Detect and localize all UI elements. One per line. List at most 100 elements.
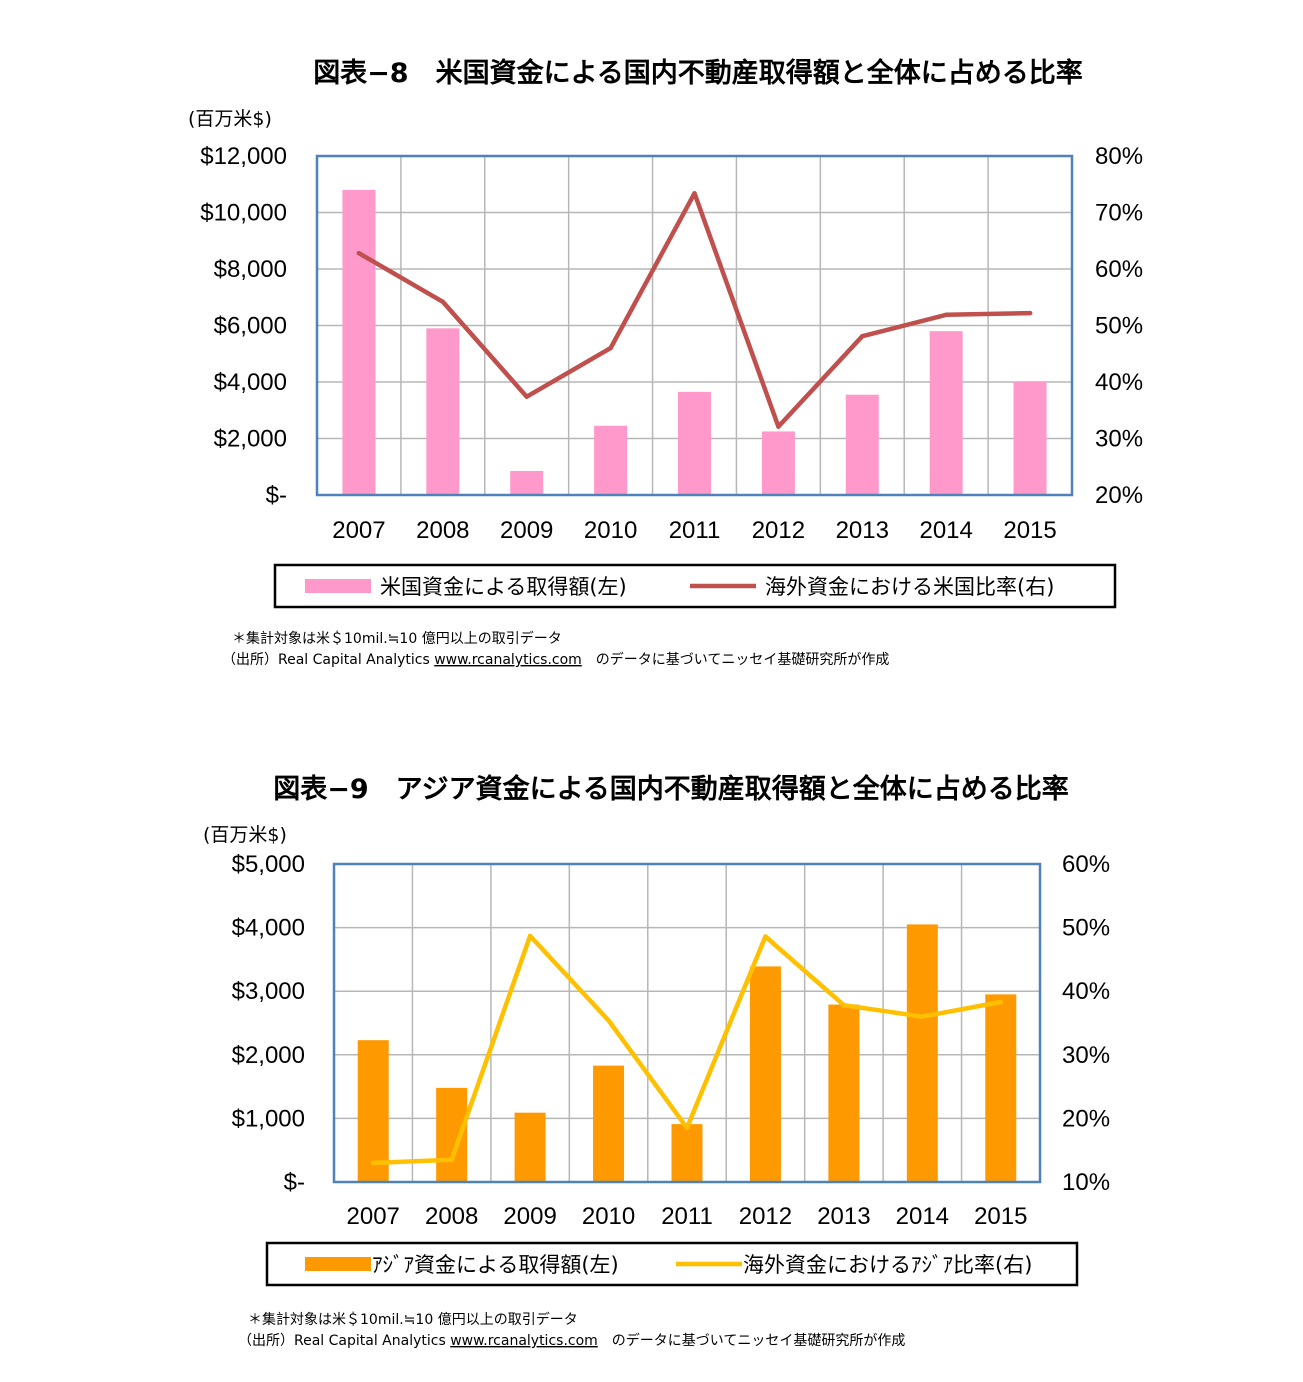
line-point	[606, 1018, 611, 1023]
line-point	[841, 1002, 847, 1008]
y-axis-unit-label: (百万米$)	[188, 108, 272, 130]
bar	[510, 470, 544, 495]
source-link[interactable]: www.rcanalytics.com	[434, 652, 582, 668]
plot-border	[332, 862, 1042, 1184]
y-right-tick-label: 70%	[1095, 200, 1143, 227]
y-right-tick-label: 20%	[1062, 1105, 1110, 1132]
x-tick-label: 2009	[503, 1203, 556, 1230]
line-point	[440, 299, 446, 304]
y-left-tick-label: $3,000	[232, 978, 305, 1005]
source-prefix: （出所）Real Capital Analytics	[238, 1333, 450, 1349]
line-point	[524, 394, 529, 399]
y-axis-unit-label: (百万米$)	[203, 824, 287, 846]
legend-label: 米国資金による取得額(左)	[380, 575, 627, 599]
line-point	[356, 250, 362, 256]
bar	[678, 391, 711, 495]
y-right-tick-label: 80%	[1095, 143, 1143, 170]
y-right-tick-label: 20%	[1095, 482, 1143, 509]
y-left-tick-label: $2,000	[232, 1042, 305, 1069]
line-point	[998, 999, 1003, 1005]
source-link[interactable]: www.rcanalytics.com	[450, 1333, 598, 1349]
chart-title: 図表−9 アジア資金による国内不動産取得額と全体に占める比率	[273, 773, 1069, 805]
source-suffix: のデータに基づいてニッセイ基礎研究所が作成	[598, 1332, 906, 1349]
x-tick-label: 2015	[1003, 517, 1056, 544]
y-left-tick-label: $8,000	[214, 256, 287, 283]
y-left-tick-label: $5,000	[232, 851, 305, 878]
source-prefix: （出所）Real Capital Analytics	[222, 652, 434, 668]
bar	[671, 1124, 703, 1182]
x-tick-label: 2014	[919, 517, 972, 544]
legend: 米国資金による取得額(左) 海外資金における米国比率(右)	[273, 563, 1117, 609]
line-point	[776, 424, 781, 429]
bar	[342, 189, 376, 495]
y-left-tick-label: $12,000	[200, 143, 287, 170]
y-right-tick-label: 50%	[1062, 915, 1110, 942]
bar	[594, 425, 628, 495]
line-point	[1027, 310, 1033, 316]
bar	[929, 331, 963, 495]
line-point	[371, 1160, 376, 1166]
note-text: ＊集計対象は米＄10mil.≒10 億円以上の取引データ	[248, 1311, 578, 1328]
x-tick-label: 2011	[661, 1203, 713, 1230]
plot-border	[315, 154, 1074, 497]
x-tick-label: 2015	[974, 1203, 1027, 1230]
legend: ｱｼﾞｱ資金による取得額(左) 海外資金におけるｱｼﾞｱ比率(右)	[265, 1241, 1079, 1287]
chart-2: 図表−9 アジア資金による国内不動産取得額と全体に占める比率 (百万米$) $- $1…	[203, 773, 1110, 1349]
bar	[1013, 382, 1047, 495]
x-tick-label: 2013	[817, 1203, 870, 1230]
source-text: （出所）Real Capital Analytics www.rcanalyti…	[222, 651, 889, 668]
line-point	[943, 312, 949, 317]
x-tick-label: 2010	[584, 517, 637, 544]
x-tick-label: 2012	[739, 1203, 792, 1230]
legend-label: 海外資金における米国比率(右)	[765, 575, 1054, 599]
line-point	[449, 1157, 454, 1162]
line-point	[860, 334, 865, 339]
line-point	[684, 1125, 690, 1131]
x-tick-label: 2008	[416, 517, 469, 544]
legend-box	[265, 1241, 1079, 1287]
bar	[514, 1112, 546, 1182]
y-left-tick-label: $6,000	[214, 313, 287, 340]
legend-swatch-bar	[305, 579, 371, 593]
chart-title: 図表−8 米国資金による国内不動産取得額と全体に占める比率	[313, 57, 1083, 89]
y-left-tick-label: $1,000	[232, 1105, 305, 1132]
y-left-tick-label: $4,000	[214, 369, 287, 396]
x-tick-label: 2007	[347, 1203, 400, 1230]
bar	[593, 1065, 625, 1182]
bar	[357, 1040, 389, 1182]
note-text: ＊集計対象は米＄10mil.≒10 億円以上の取引データ	[232, 630, 562, 647]
x-tick-label: 2012	[752, 517, 805, 544]
line-point	[763, 934, 768, 939]
x-tick-label: 2010	[582, 1203, 635, 1230]
bar	[761, 431, 795, 495]
legend-swatch-bar	[305, 1257, 371, 1271]
y-right-tick-label: 60%	[1062, 851, 1110, 878]
source-suffix: のデータに基づいてニッセイ基礎研究所が作成	[582, 651, 890, 668]
legend-label: 海外資金におけるｱｼﾞｱ比率(右)	[743, 1253, 1032, 1277]
y-left-tick-label: $-	[266, 482, 287, 509]
y-left-tick-label: $10,000	[200, 200, 287, 227]
y-left-tick-label: $2,000	[214, 426, 287, 453]
legend-label: ｱｼﾞｱ資金による取得額(左)	[372, 1253, 619, 1277]
bar	[845, 394, 879, 495]
y-right-tick-label: 40%	[1095, 369, 1143, 396]
y-right-tick-label: 40%	[1062, 978, 1110, 1005]
line-point	[920, 1014, 925, 1019]
y-right-tick-label: 60%	[1095, 256, 1143, 283]
source-text: （出所）Real Capital Analytics www.rcanalyti…	[238, 1332, 905, 1349]
y-right-tick-label: 50%	[1095, 313, 1143, 340]
x-tick-label: 2008	[425, 1203, 478, 1230]
y-right-tick-label: 30%	[1062, 1042, 1110, 1069]
line-point	[608, 345, 613, 351]
x-tick-label: 2013	[836, 517, 889, 544]
x-tick-label: 2009	[500, 517, 553, 544]
x-tick-label: 2007	[332, 517, 385, 544]
bar	[985, 994, 1017, 1182]
chart-1: 図表−8 米国資金による国内不動産取得額と全体に占める比率 (百万米$) $- $2,…	[188, 57, 1143, 668]
y-right-tick-label: 30%	[1095, 426, 1143, 453]
bar	[749, 966, 781, 1182]
y-left-tick-label: $4,000	[232, 915, 305, 942]
line-point	[692, 191, 697, 196]
bar	[906, 924, 938, 1182]
